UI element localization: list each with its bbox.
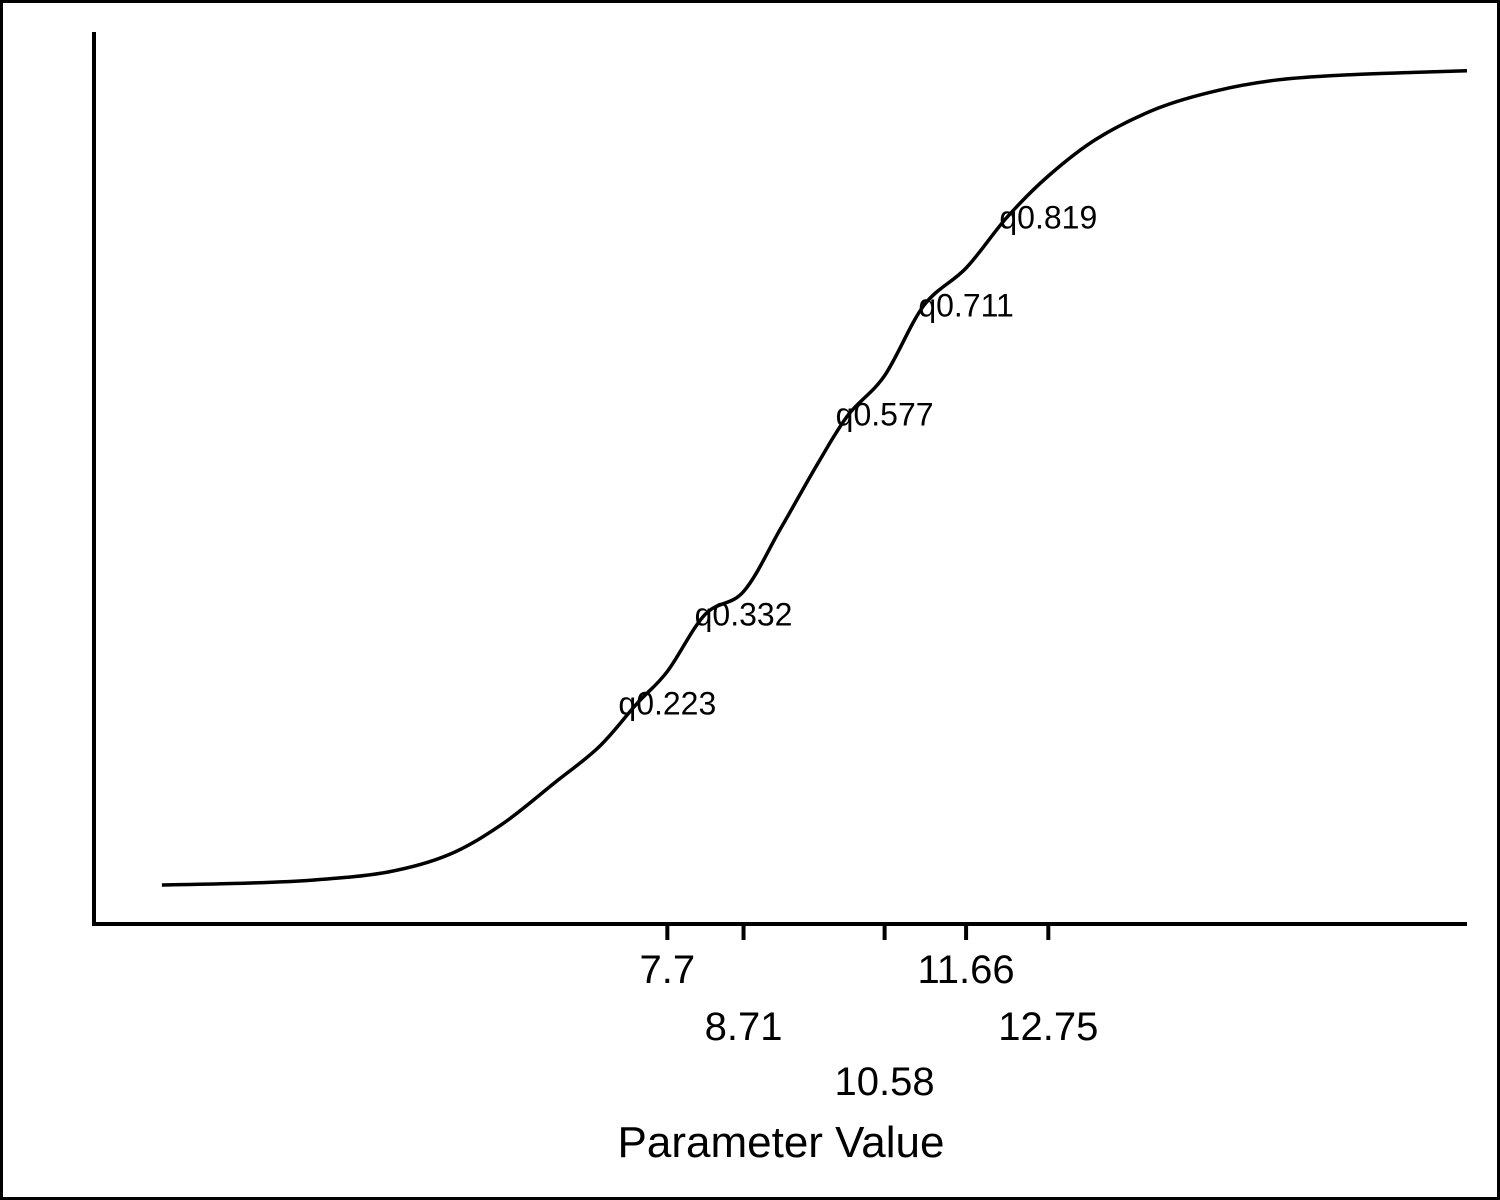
x-tick-label: 7.7 bbox=[640, 948, 696, 992]
x-ticks: 7.78.71 10.58 11.66 12.75 bbox=[640, 924, 1098, 1104]
x-axis-label: Parameter Value bbox=[618, 1118, 945, 1167]
quantile-label: q0.819 bbox=[999, 200, 1097, 236]
cdf-curve bbox=[161, 69, 1468, 887]
x-tick-label: 10.58 bbox=[835, 1060, 935, 1104]
quantile-labels: q0.223 q0.332 q0.577 q0.711 q0.819 bbox=[618, 200, 1097, 722]
x-tick-label: 12.75 bbox=[998, 1005, 1098, 1049]
axes bbox=[92, 32, 1467, 926]
x-tick-label: 8.71 bbox=[705, 1005, 783, 1049]
quantile-label: q0.577 bbox=[836, 397, 934, 433]
quantile-label: q0.223 bbox=[618, 685, 716, 721]
quantile-label: q0.711 bbox=[918, 288, 1014, 324]
quantile-label: q0.332 bbox=[695, 596, 793, 632]
x-tick-label: 11.66 bbox=[918, 948, 1015, 992]
